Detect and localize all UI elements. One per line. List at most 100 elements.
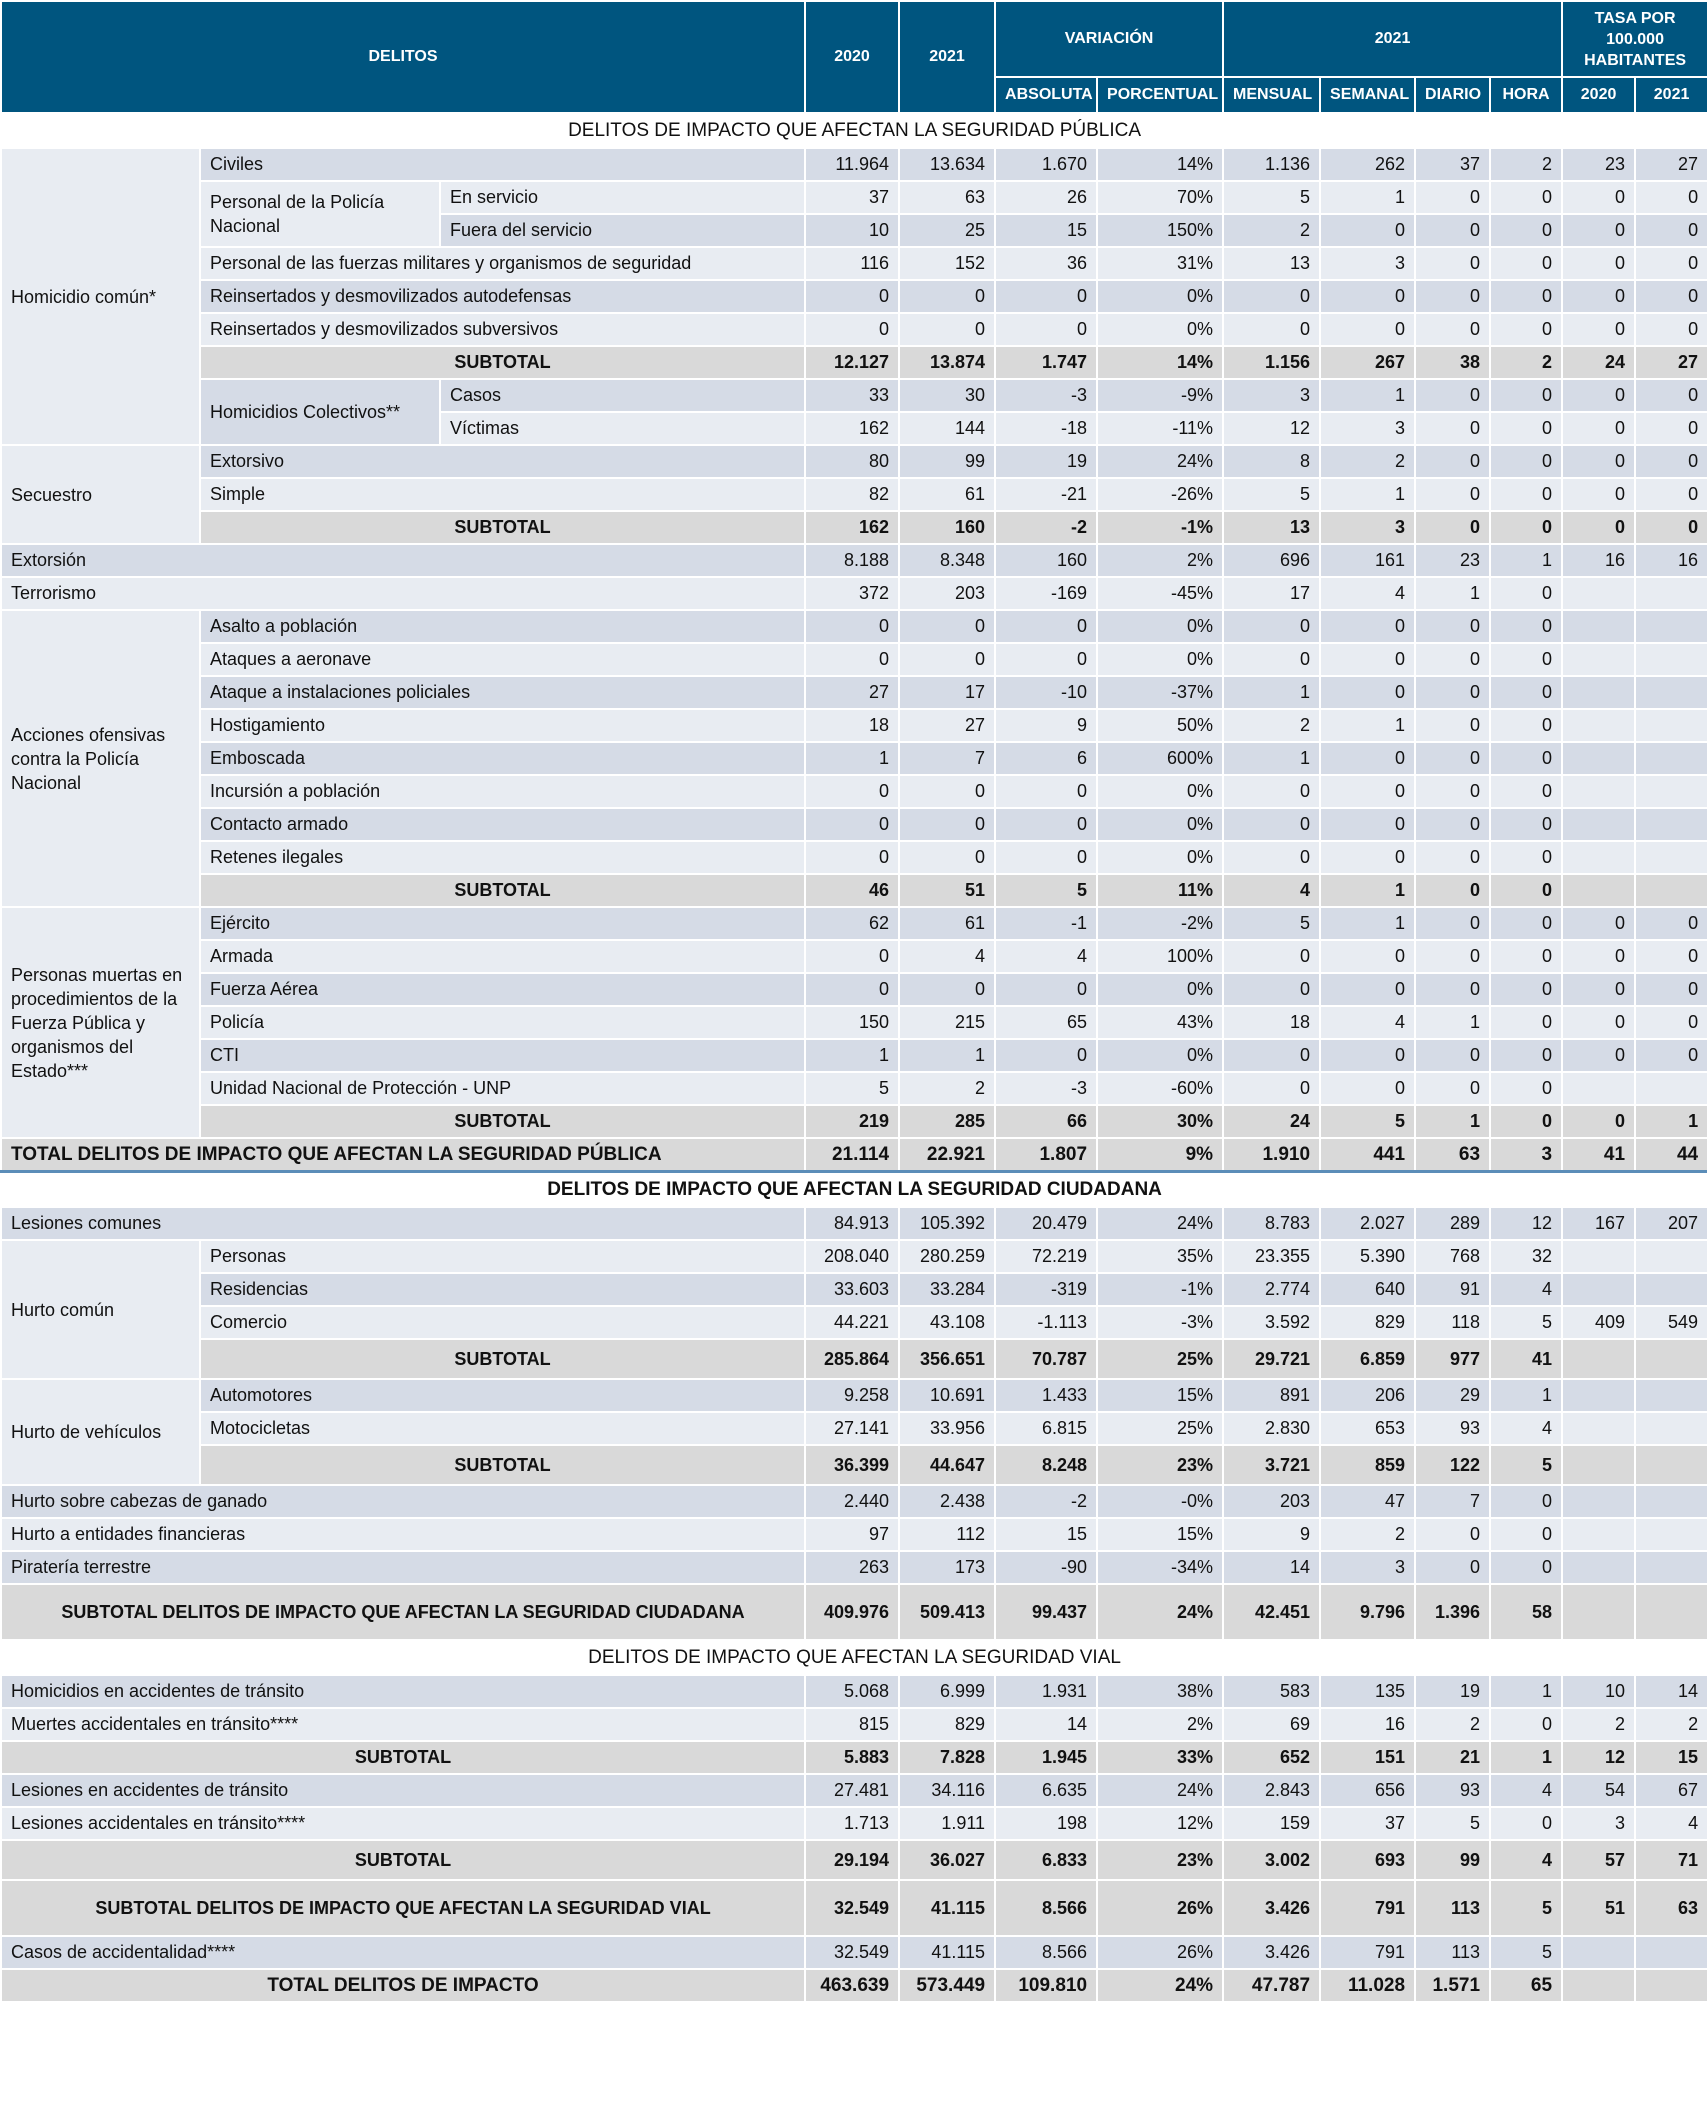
table-row: Extorsión 8.188 8.348 160 2% 696 161 23 1 16 16 [0,543,1707,578]
value-tasa-2020: 0 [1561,1005,1637,1040]
table-row: Personas muertas en procedimientos de la… [0,906,1707,1139]
value-semanal: 640 [1319,1272,1417,1307]
value-tasa-2020: 10 [1561,1674,1637,1709]
value-mensual: 4 [1222,873,1322,908]
subtotal-row: SUBTOTAL 46 51 5 11% 4 1 0 0 [1,873,1707,908]
value-diario: 0 [1414,1071,1492,1106]
value-tasa-2021 [1634,708,1707,743]
value-absoluta: -90 [994,1550,1099,1585]
value-hora: 5 [1489,1305,1564,1340]
value-2021: 144 [898,411,997,446]
value-mensual: 0 [1222,312,1322,347]
value-2020: 208.040 [804,1239,901,1274]
row-label: CTI [198,1038,807,1073]
value-tasa-2020 [1561,741,1637,776]
value-2021: 61 [898,477,997,512]
value-absoluta: 6 [994,741,1099,776]
value-2021: 13.634 [898,147,997,182]
value-diario: 0 [1414,444,1492,479]
table-row: Personal de las fuerzas militares y orga… [1,246,1707,281]
value-diario: 0 [1414,939,1492,974]
value-hora: 4 [1489,1272,1564,1307]
table-row: Comercio 44.221 43.108 -1.113 -3% 3.592 829 118… [1,1305,1707,1340]
value-semanal: 0 [1319,774,1417,809]
value-porcentual: 100% [1096,939,1225,974]
table-row: Lesiones comunes 84.913 105.392 20.479 24% 8.… [0,1206,1707,1241]
value-diario: 0 [1414,411,1492,446]
value-porcentual: 0% [1096,807,1225,842]
value-diario: 0 [1414,213,1492,248]
value-tasa-2021 [1634,609,1707,644]
value-2021: 8.348 [898,543,997,578]
value-diario: 0 [1414,906,1492,941]
value-semanal: 2 [1319,444,1417,479]
value-porcentual: 26% [1096,1935,1225,1970]
value-semanal: 5.390 [1319,1239,1417,1274]
value-hora: 0 [1489,378,1564,413]
value-porcentual: 14% [1096,345,1225,380]
value-porcentual: 9% [1096,1137,1225,1173]
value-absoluta: 0 [994,774,1099,809]
value-porcentual: 23% [1096,1444,1225,1486]
total-row: TOTAL DELITOS DE IMPACTO QUE AFECTAN LA … [0,1137,1707,1173]
value-porcentual: 600% [1096,741,1225,776]
value-2021: 33.284 [898,1272,997,1307]
value-mensual: 583 [1222,1674,1322,1709]
value-tasa-2020 [1561,576,1637,611]
value-absoluta: 20.479 [994,1206,1099,1241]
value-tasa-2020 [1561,1484,1637,1519]
row-label: Homicidios en accidentes de tránsito [0,1674,807,1709]
value-hora: 65 [1489,1968,1564,2003]
value-hora: 0 [1489,279,1564,314]
value-absoluta: 0 [994,972,1099,1007]
value-absoluta: 70.787 [994,1338,1099,1380]
table-row: Reinsertados y desmovilizados subversivo… [1,312,1707,347]
value-semanal: 0 [1319,939,1417,974]
row-label: Fuera del servicio [438,213,807,248]
row-label: Retenes ilegales [198,840,807,875]
value-tasa-2020: 23 [1561,147,1637,182]
value-mensual: 17 [1222,576,1322,611]
row-label: Personal de las fuerzas militares y orga… [198,246,807,281]
value-hora: 41 [1489,1338,1564,1380]
value-diario: 122 [1414,1444,1492,1486]
value-2020: 62 [804,906,901,941]
value-tasa-2021 [1634,1239,1707,1274]
subtotal-row: SUBTOTAL 36.399 44.647 8.248 23% 3.721 859 122 5 [1,1444,1707,1486]
value-mensual: 0 [1222,807,1322,842]
value-hora: 1 [1489,1674,1564,1709]
value-2020: 815 [804,1707,901,1742]
value-2020: 285.864 [804,1338,901,1380]
value-2020: 0 [804,774,901,809]
value-absoluta: 0 [994,609,1099,644]
value-diario: 0 [1414,246,1492,281]
value-porcentual: -1% [1096,510,1225,545]
value-diario: 768 [1414,1239,1492,1274]
value-semanal: 1 [1319,873,1417,908]
value-2020: 8.188 [804,543,901,578]
row-label: Muertes accidentales en tránsito**** [0,1707,807,1742]
table-row: Ataque a instalaciones policiales 27 17 -10… [1,675,1707,710]
value-semanal: 37 [1319,1806,1417,1841]
group-label: Secuestro [0,444,201,545]
value-hora: 0 [1489,510,1564,545]
value-tasa-2020: 57 [1561,1839,1637,1881]
value-2021: 30 [898,378,997,413]
value-diario: 93 [1414,1773,1492,1808]
table-row: Lesiones accidentales en tránsito**** 1.7… [0,1806,1707,1841]
value-diario: 1 [1414,576,1492,611]
value-2021: 356.651 [898,1338,997,1380]
section-title: DELITOS DE IMPACTO QUE AFECTAN LA SEGURI… [0,1639,1707,1676]
value-semanal: 0 [1319,972,1417,1007]
value-tasa-2020 [1561,1272,1637,1307]
value-hora: 0 [1489,642,1564,677]
table-row: Residencias 33.603 33.284 -319 -1% 2.774 640 91… [1,1272,1707,1307]
value-porcentual: 26% [1096,1879,1225,1937]
value-semanal: 791 [1319,1935,1417,1970]
row-label: Hurto a entidades financieras [0,1517,807,1552]
value-mensual: 1.156 [1222,345,1322,380]
value-2020: 2.440 [804,1484,901,1519]
table-row: Piratería terrestre 263 173 -90 -34% 14 3 0 0 [0,1550,1707,1585]
value-absoluta: -3 [994,378,1099,413]
value-2020: 18 [804,708,901,743]
